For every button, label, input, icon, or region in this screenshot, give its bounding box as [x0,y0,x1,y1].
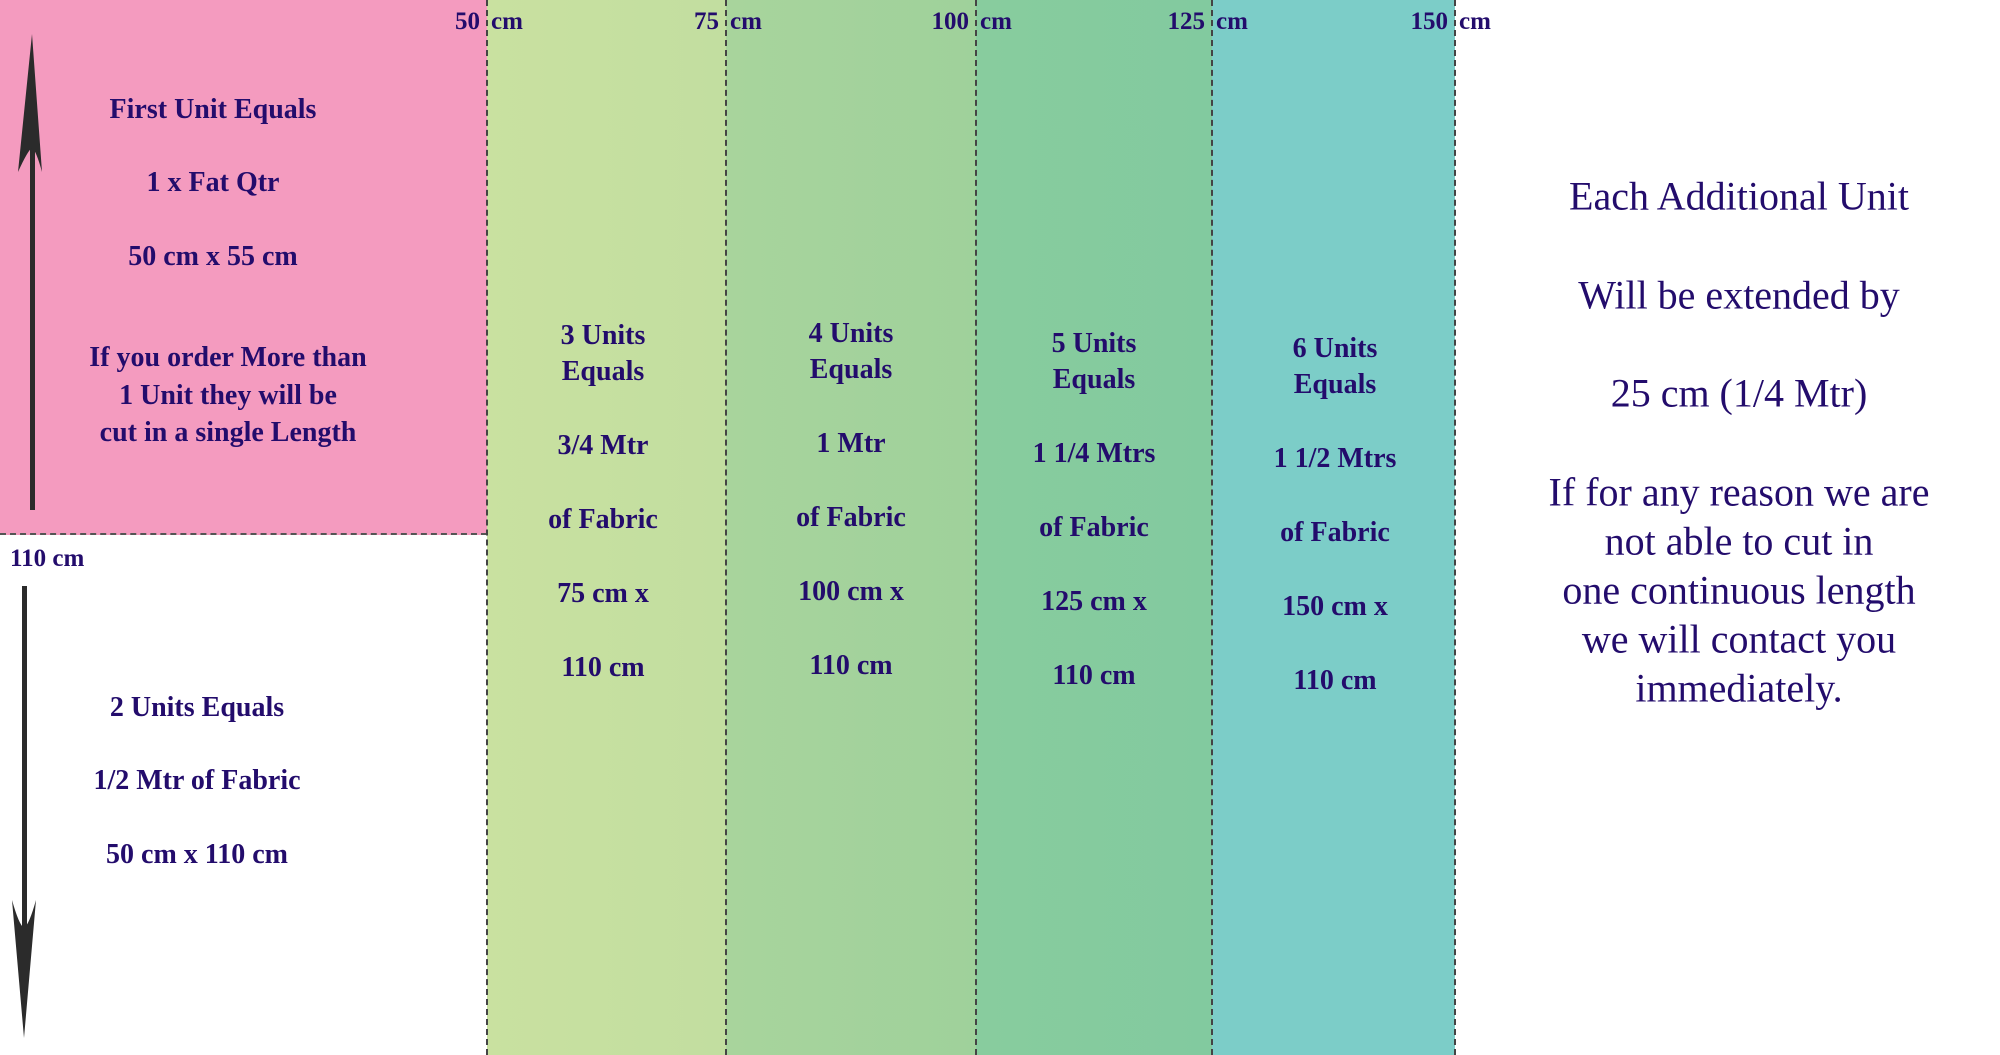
column-4-text: Equals [809,354,893,385]
column-6-units [1212,0,1455,1055]
label-100-unit: cm [980,8,1012,35]
column-3-text: of Fabric [548,504,658,535]
column-5-text: 110 cm [1052,660,1136,691]
label-125: 125 [1167,8,1206,35]
label-150-unit: cm [1459,8,1491,35]
arrow-up-icon [18,34,42,510]
first-unit-text: 1 Unit they will be [119,380,337,411]
column-4-text: 4 Units [808,318,894,349]
column-3-text: 110 cm [561,652,645,683]
column-6-text: 110 cm [1293,665,1377,696]
label-100: 100 [931,8,970,35]
additional-text: we will contact you [1581,616,1897,662]
column-5-text: Equals [1052,364,1136,395]
column-5-units [976,0,1212,1055]
column-5-text: 1 1/4 Mtrs [1032,438,1156,469]
column-6-text: 150 cm x [1282,591,1388,622]
divider-50 [486,0,488,1055]
column-6-text: Equals [1293,369,1377,400]
first-unit-text: 50 cm x 55 cm [128,241,298,272]
first-unit-text: First Unit Equals [109,94,317,125]
additional-text: Each Additional Unit [1569,173,1909,219]
label-150: 150 [1410,8,1449,35]
additional-text: 25 cm (1/4 Mtr) [1610,370,1868,416]
column-3-units [487,0,726,1055]
label-50: 50 [455,8,480,35]
additional-text: one continuous length [1562,567,1916,613]
two-units-text: 50 cm x 110 cm [106,839,288,870]
label-50-unit: cm [491,8,523,35]
column-4-text: of Fabric [796,502,906,533]
divider-75 [725,0,727,1055]
label-125-unit: cm [1216,8,1248,35]
additional-text: not able to cut in [1604,518,1874,564]
column-5-text: of Fabric [1039,512,1149,543]
additional-text: immediately. [1635,665,1843,711]
arrow-down-icon [12,586,36,1038]
column-4-text: 100 cm x [798,576,904,607]
column-3-text: Equals [561,356,645,387]
divider-125 [1211,0,1213,1055]
label-75: 75 [694,8,719,35]
column-4-text: 110 cm [809,650,893,681]
column-6-text: of Fabric [1280,517,1390,548]
divider-100 [975,0,977,1055]
first-unit-text: 1 x Fat Qtr [146,167,280,198]
column-5-text: 125 cm x [1041,586,1147,617]
column-3-text: 3 Units [560,320,646,351]
additional-text: If for any reason we are [1548,469,1930,515]
additional-text: Will be extended by [1578,272,1900,318]
label-75-unit: cm [730,8,762,35]
column-3-text: 3/4 Mtr [557,430,649,461]
column-4-text: 1 Mtr [816,428,886,459]
two-units-text: 2 Units Equals [109,692,285,723]
column-6-text: 1 1/2 Mtrs [1273,443,1397,474]
column-5-text: 5 Units [1051,328,1137,359]
first-unit-text: cut in a single Length [99,417,357,448]
column-4-units [726,0,976,1055]
column-6-text: 6 Units [1292,333,1378,364]
fat-quarter-area [0,0,487,535]
label-110: 110 cm [10,545,85,572]
divider-150 [1454,0,1456,1055]
two-units-text: 1/2 Mtr of Fabric [93,765,301,796]
column-3-text: 75 cm x [557,578,649,609]
first-unit-text: If you order More than [89,342,367,373]
